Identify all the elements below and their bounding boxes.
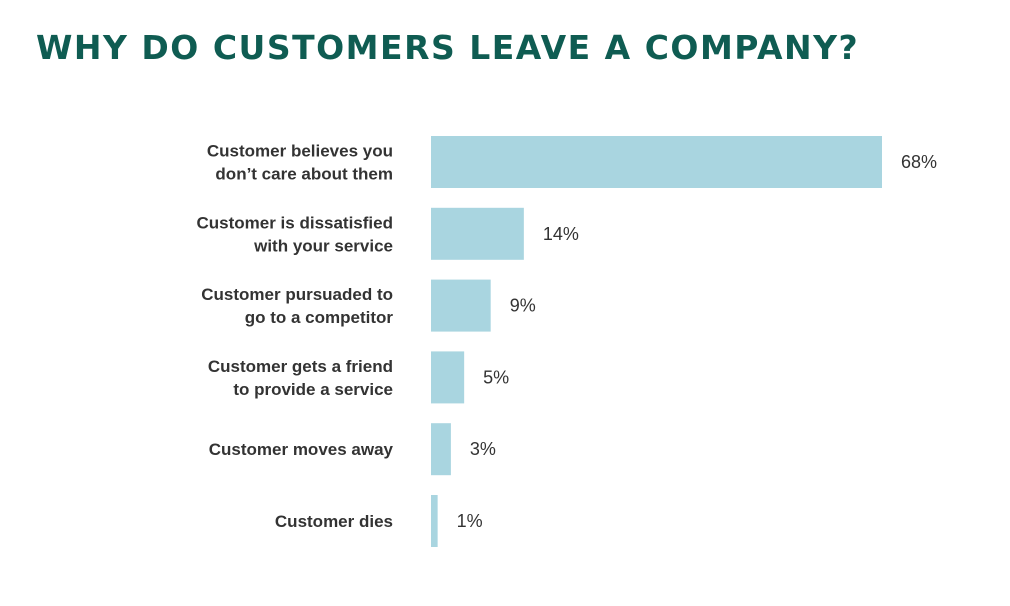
bar-customer-believes-you-don-t-care-about-them	[431, 136, 882, 188]
value-label-customer-dies: 1%	[457, 511, 483, 531]
value-label-customer-gets-a-friend-to-provide-a-service: 5%	[483, 367, 509, 387]
value-label-customer-moves-away: 3%	[470, 439, 496, 459]
bar-customer-pursuaded-to-go-to-a-competitor	[431, 279, 491, 332]
chart-title: WHY DO CUSTOMERS LEAVE A COMPANY?	[36, 28, 860, 67]
category-label-customer-dies: Customer dies	[275, 512, 393, 531]
category-label-customer-pursuaded-to-go-to-a-competitor: Customer pursuaded to go to a competitor	[201, 285, 393, 327]
category-label-customer-gets-a-friend-to-provide-a-service: Customer gets a friend to provide a servi…	[208, 357, 393, 399]
bar-customer-gets-a-friend-to-provide-a-service	[431, 351, 465, 404]
value-label-customer-believes-you-don-t-care-about-them: 68%	[901, 152, 937, 172]
bar-customer-moves-away	[431, 423, 451, 476]
value-label-customer-pursuaded-to-go-to-a-competitor: 9%	[510, 296, 536, 316]
bar-customer-dies	[431, 495, 438, 547]
category-label-customer-is-dissatisfied-with-your-service: Customer is dissatisfied with your servic…	[196, 213, 393, 255]
value-label-customer-is-dissatisfied-with-your-service: 14%	[543, 224, 579, 244]
bar-customer-is-dissatisfied-with-your-service	[431, 207, 524, 260]
category-label-customer-believes-you-don-t-care-about-them: Customer believes you don’t care about th…	[207, 142, 393, 184]
category-label-customer-moves-away: Customer moves away	[209, 440, 394, 459]
